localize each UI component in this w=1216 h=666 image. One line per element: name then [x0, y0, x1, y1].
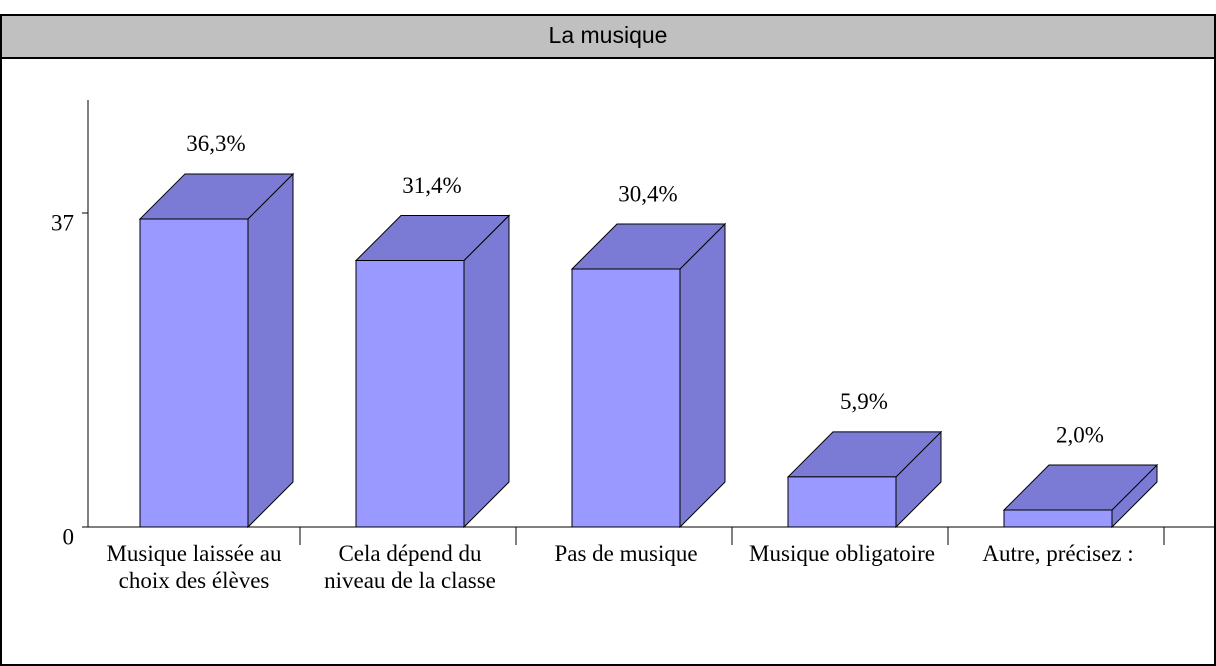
chart-title: La musique — [549, 22, 668, 48]
y-tick-label: 37 — [51, 210, 74, 235]
value-label: 30,4% — [618, 181, 677, 206]
x-tick-label: Musique obligatoire — [749, 541, 935, 566]
bar — [786, 430, 943, 529]
value-label: 36,3% — [186, 131, 245, 156]
x-tick-label: Pas de musique — [554, 541, 698, 566]
bar-front — [787, 476, 897, 528]
bar-front — [1003, 509, 1113, 528]
bar — [354, 214, 511, 529]
bar-side — [463, 214, 510, 529]
value-label: 31,4% — [402, 173, 461, 198]
y-tick-label: 0 — [63, 524, 75, 549]
bar-front — [139, 218, 249, 528]
bar-front — [571, 268, 681, 528]
value-label: 5,9% — [840, 389, 888, 414]
bar — [570, 222, 727, 529]
bar-side — [679, 222, 726, 529]
bar-front — [355, 260, 465, 528]
header — [0, 14, 1216, 59]
bar — [138, 172, 295, 529]
bar-side — [247, 172, 294, 529]
x-tick-label: Cela dépend du niveau de la classe — [324, 541, 496, 593]
x-tick-label: Musique laissée au choix des élèves — [106, 541, 282, 593]
bar — [1002, 463, 1159, 529]
value-label: 2,0% — [1056, 422, 1104, 447]
x-tick-label: Autre, précisez : — [982, 541, 1134, 566]
